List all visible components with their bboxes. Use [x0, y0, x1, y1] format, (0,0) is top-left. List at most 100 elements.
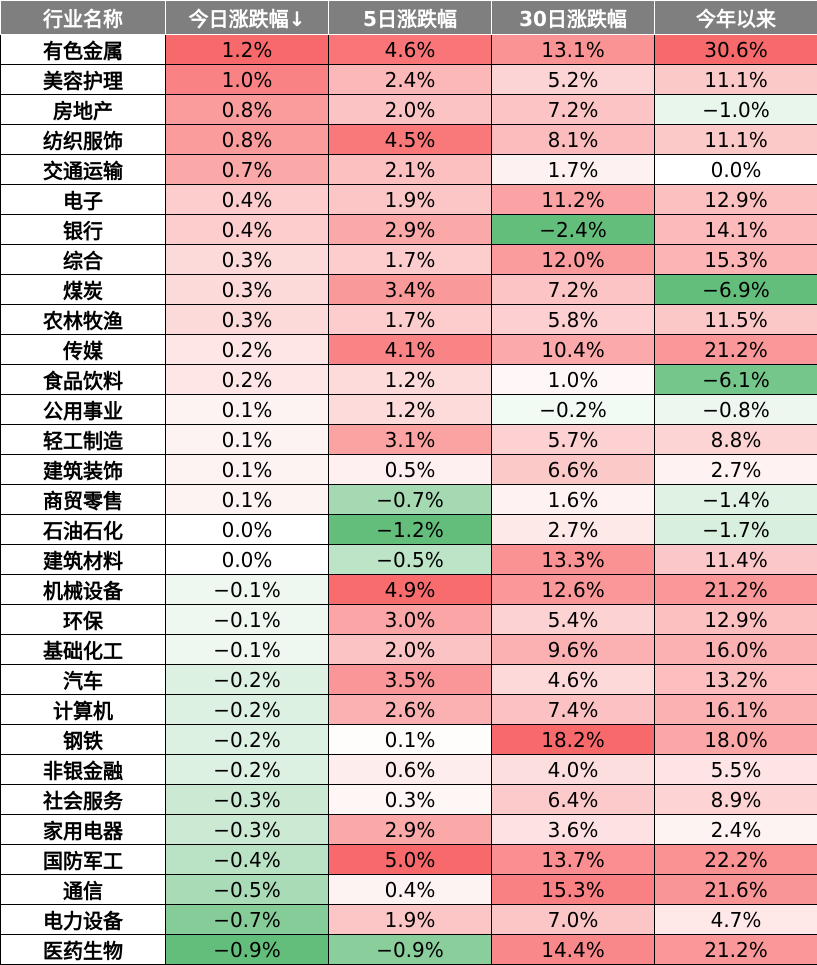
5day-change-cell: 1.2%: [329, 395, 492, 425]
today-change-cell: 0.2%: [166, 365, 329, 395]
30day-change-cell: 7.4%: [492, 695, 655, 725]
header-30day-change[interactable]: 30日涨跌幅: [492, 1, 655, 35]
today-change-cell: 0.1%: [166, 425, 329, 455]
industry-name-cell: 煤炭: [1, 275, 166, 305]
ytd-change-cell: 11.1%: [655, 65, 817, 95]
industry-name-cell: 综合: [1, 245, 166, 275]
ytd-change-cell: 16.1%: [655, 695, 817, 725]
5day-change-cell: 0.6%: [329, 755, 492, 785]
industry-name-cell: 美容护理: [1, 65, 166, 95]
today-change-cell: 1.0%: [166, 65, 329, 95]
today-change-cell: 0.4%: [166, 185, 329, 215]
30day-change-cell: 12.6%: [492, 575, 655, 605]
table-row: 钢铁−0.2%0.1%18.2%18.0%: [1, 725, 817, 755]
30day-change-cell: 1.0%: [492, 365, 655, 395]
5day-change-cell: 2.1%: [329, 155, 492, 185]
industry-name-cell: 汽车: [1, 665, 166, 695]
table-row: 电力设备−0.7%1.9%7.0%4.7%: [1, 905, 817, 935]
today-change-cell: 0.3%: [166, 245, 329, 275]
table-row: 汽车−0.2%3.5%4.6%13.2%: [1, 665, 817, 695]
today-change-cell: −0.2%: [166, 665, 329, 695]
5day-change-cell: 0.5%: [329, 455, 492, 485]
30day-change-cell: 18.2%: [492, 725, 655, 755]
30day-change-cell: 4.6%: [492, 665, 655, 695]
5day-change-cell: 2.0%: [329, 635, 492, 665]
today-change-cell: 0.3%: [166, 305, 329, 335]
30day-change-cell: −2.4%: [492, 215, 655, 245]
today-change-cell: −0.3%: [166, 785, 329, 815]
today-change-cell: 0.1%: [166, 455, 329, 485]
30day-change-cell: 6.4%: [492, 785, 655, 815]
industry-name-cell: 农林牧渔: [1, 305, 166, 335]
industry-name-cell: 纺织服饰: [1, 125, 166, 155]
30day-change-cell: 3.6%: [492, 815, 655, 845]
ytd-change-cell: 12.9%: [655, 605, 817, 635]
30day-change-cell: 14.4%: [492, 935, 655, 965]
industry-name-cell: 医药生物: [1, 935, 166, 965]
ytd-change-cell: 11.1%: [655, 125, 817, 155]
ytd-change-cell: 21.2%: [655, 335, 817, 365]
header-5day-change[interactable]: 5日涨跌幅: [329, 1, 492, 35]
header-industry: 行业名称: [1, 1, 166, 35]
industry-name-cell: 环保: [1, 605, 166, 635]
today-change-cell: −0.1%: [166, 635, 329, 665]
ytd-change-cell: −0.8%: [655, 395, 817, 425]
30day-change-cell: 15.3%: [492, 875, 655, 905]
today-change-cell: 0.8%: [166, 95, 329, 125]
5day-change-cell: −0.9%: [329, 935, 492, 965]
ytd-change-cell: 21.2%: [655, 935, 817, 965]
5day-change-cell: 0.3%: [329, 785, 492, 815]
today-change-cell: −0.2%: [166, 755, 329, 785]
table-row: 社会服务−0.3%0.3%6.4%8.9%: [1, 785, 817, 815]
5day-change-cell: −0.5%: [329, 545, 492, 575]
5day-change-cell: 2.4%: [329, 65, 492, 95]
30day-change-cell: 5.2%: [492, 65, 655, 95]
industry-name-cell: 交通运输: [1, 155, 166, 185]
5day-change-cell: 1.9%: [329, 905, 492, 935]
header-today-change[interactable]: 今日涨跌幅↓: [166, 1, 329, 35]
today-change-cell: −0.7%: [166, 905, 329, 935]
5day-change-cell: 3.1%: [329, 425, 492, 455]
today-change-cell: −0.2%: [166, 695, 329, 725]
ytd-change-cell: 8.8%: [655, 425, 817, 455]
5day-change-cell: 4.1%: [329, 335, 492, 365]
industry-name-cell: 家用电器: [1, 815, 166, 845]
ytd-change-cell: 13.2%: [655, 665, 817, 695]
industry-name-cell: 非银金融: [1, 755, 166, 785]
30day-change-cell: 5.8%: [492, 305, 655, 335]
industry-name-cell: 通信: [1, 875, 166, 905]
today-change-cell: 0.8%: [166, 125, 329, 155]
industry-name-cell: 公用事业: [1, 395, 166, 425]
30day-change-cell: 13.7%: [492, 845, 655, 875]
5day-change-cell: 3.5%: [329, 665, 492, 695]
ytd-change-cell: 2.7%: [655, 455, 817, 485]
30day-change-cell: 7.2%: [492, 95, 655, 125]
industry-name-cell: 建筑装饰: [1, 455, 166, 485]
30day-change-cell: 5.4%: [492, 605, 655, 635]
industry-name-cell: 食品饮料: [1, 365, 166, 395]
ytd-change-cell: −6.1%: [655, 365, 817, 395]
5day-change-cell: 2.9%: [329, 815, 492, 845]
header-ytd-change[interactable]: 今年以来: [655, 1, 817, 35]
today-change-cell: −0.2%: [166, 725, 329, 755]
industry-name-cell: 社会服务: [1, 785, 166, 815]
ytd-change-cell: 12.9%: [655, 185, 817, 215]
table-row: 家用电器−0.3%2.9%3.6%2.4%: [1, 815, 817, 845]
ytd-change-cell: 5.5%: [655, 755, 817, 785]
industry-name-cell: 传媒: [1, 335, 166, 365]
5day-change-cell: 2.0%: [329, 95, 492, 125]
ytd-change-cell: 18.0%: [655, 725, 817, 755]
industry-name-cell: 轻工制造: [1, 425, 166, 455]
table-row: 机械设备−0.1%4.9%12.6%21.2%: [1, 575, 817, 605]
industry-name-cell: 有色金属: [1, 35, 166, 65]
ytd-change-cell: −1.0%: [655, 95, 817, 125]
